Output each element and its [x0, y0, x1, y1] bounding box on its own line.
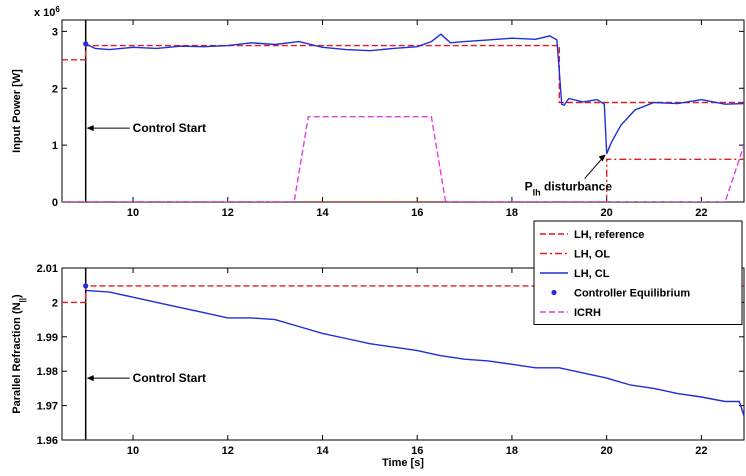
y-exponent-label: x 106: [34, 5, 60, 20]
x-tick-label: 22: [695, 445, 707, 457]
x-tick-label: 18: [506, 207, 518, 219]
disturbance-arrowhead: [598, 154, 606, 162]
legend: LH, reference LH, OL LH, CL Controller Equi…: [533, 220, 743, 325]
legend-entry-label: LH, reference: [574, 229, 644, 241]
y-tick-label: 1: [52, 140, 58, 152]
x-tick-label: 14: [316, 445, 329, 457]
refraction-plot: 10 12 14 16 18 20 22 1.96 1.97 1.98 1.99 2 2.01 Paral…: [11, 263, 745, 469]
x-tick-label: 16: [411, 445, 423, 457]
legend-entry-label: LH, OL: [574, 249, 610, 261]
control-start-arrowhead: [86, 125, 94, 132]
y-tick-label: 1.99: [37, 332, 58, 344]
legend-entry-label: LH, CL: [574, 268, 610, 280]
series-lh-reference: [62, 44, 744, 104]
y-axis-label: Parallel Refraction (N||): [11, 294, 27, 414]
legend-swatch-marker: [551, 289, 557, 296]
x-tick-label: 14: [316, 207, 329, 219]
controller-equilibrium-marker: [83, 283, 89, 289]
x-axis-label: Time [s]: [382, 457, 424, 469]
control-start-arrowhead: [86, 375, 94, 382]
disturbance-suffix: disturbance: [541, 180, 613, 194]
disturbance-subscript: lh: [533, 188, 541, 198]
control-start-annotation: Control Start: [133, 121, 206, 135]
x-tick-label: 20: [601, 207, 613, 219]
series-lh-reference: [62, 285, 744, 304]
y-tick-label: 1.97: [37, 401, 58, 413]
y-tick-label: 1.98: [37, 366, 58, 378]
legend-box: [533, 220, 743, 325]
x-tick-label: 12: [222, 207, 234, 219]
y-tick-label: 2: [52, 83, 58, 95]
legend-entry-label: Controller Equilibrium: [574, 288, 690, 300]
y-axis-label-suffix: ): [11, 294, 23, 298]
y-tick-label: 0: [52, 197, 58, 209]
y-tick-label: 2.01: [37, 263, 58, 275]
series-lh-ol: [62, 158, 744, 202]
plot-area: [62, 33, 744, 202]
x-tick-label: 10: [127, 445, 139, 457]
x-tick-label: 18: [506, 445, 518, 457]
x-tick-label: 10: [127, 207, 139, 219]
series-lh-cl: [85, 289, 744, 417]
series-icrh: [62, 115, 744, 202]
x-tick-label: 20: [601, 445, 613, 457]
legend-entry-label: ICRH: [574, 307, 601, 319]
y-axis-label-subscript: ||: [18, 298, 27, 302]
axes-frame: [61, 267, 745, 441]
control-start-annotation: Control Start: [133, 371, 206, 385]
x-tick-label: 16: [411, 207, 423, 219]
y-tick-label: 2: [52, 297, 58, 309]
x-tick-label: 22: [695, 207, 707, 219]
controller-equilibrium-marker: [83, 41, 89, 47]
disturbance-annotation: Plh disturbance: [525, 180, 613, 198]
x-tick-label: 12: [222, 445, 234, 457]
y-axis-label: Input Power [W]: [11, 69, 23, 153]
y-exponent-power: 6: [55, 5, 60, 14]
y-tick-label: 1.96: [37, 435, 58, 447]
series-lh-cl: [85, 33, 744, 154]
plot-area: [62, 285, 744, 417]
y-tick-label: 3: [52, 26, 58, 38]
